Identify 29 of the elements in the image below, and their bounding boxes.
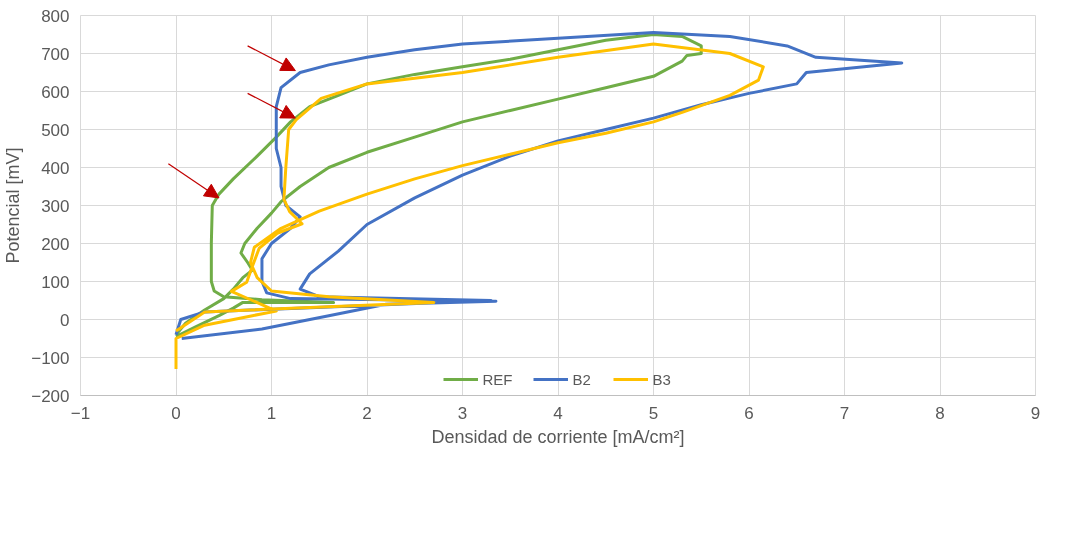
x-tick-label: 5 [648,403,659,423]
legend-label: B3 [652,370,672,388]
line-series [174,33,703,339]
x-tick-label: 9 [1030,403,1041,423]
y-tick-label: −200 [31,386,70,406]
y-tick-label: 200 [41,234,70,254]
x-tick-label: 1 [266,403,277,423]
x-tick-label: −1 [70,403,91,423]
y-tick-label: 800 [41,6,70,26]
line-series [174,42,765,371]
y-tick-label: 500 [41,120,70,140]
x-axis-title: Densidad de corriente [mA/cm²] [431,426,685,447]
y-tick-label: 600 [41,82,70,102]
legend-label: B2 [572,370,592,388]
x-tick-label: 6 [744,403,754,423]
legend-label: REF [482,370,513,388]
x-tick-label: 7 [839,403,850,423]
x-tick-label: 0 [171,403,181,423]
y-axis-title: Potencial [mV] [3,147,24,264]
y-tick-label: 700 [41,44,70,64]
y-tick-label: 300 [41,196,70,216]
x-tick-label: 4 [553,403,563,423]
x-tick-label: 2 [362,403,372,423]
y-tick-label: 400 [41,158,70,178]
x-tick-label: 8 [935,403,945,423]
y-tick-label: 100 [41,272,70,292]
y-tick-label: −100 [31,348,70,368]
x-tick-label: 3 [457,403,468,423]
y-tick-label: 0 [60,310,70,330]
